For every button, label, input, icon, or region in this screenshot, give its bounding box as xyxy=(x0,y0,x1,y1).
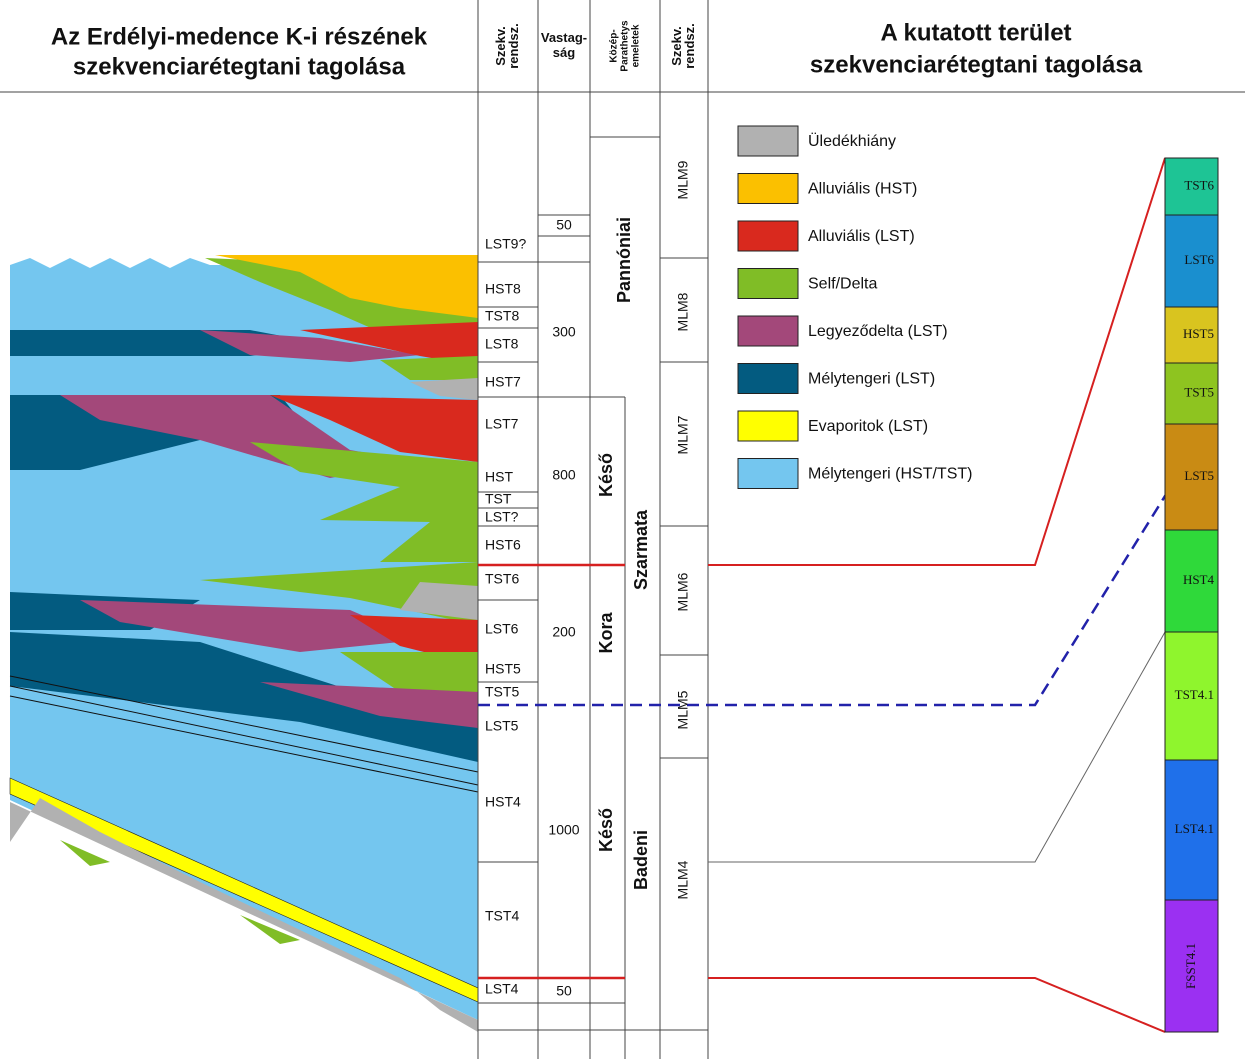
thickness-label: 800 xyxy=(552,467,576,483)
sequence-block-label: LST5 xyxy=(1184,468,1214,483)
left-title: Az Erdélyi-medence K-i részének xyxy=(51,23,428,50)
right-title: szekvenciarétegtani tagolása xyxy=(810,51,1143,78)
sequence-label: TST5 xyxy=(485,684,519,700)
sequence-block-label: TST5 xyxy=(1184,384,1214,399)
sequence-label: HST xyxy=(485,469,513,485)
sequence-label: LST4 xyxy=(485,981,519,997)
sequence-block-label: TST4.1 xyxy=(1175,687,1214,702)
mlm-label: MLM5 xyxy=(675,690,691,729)
legend-swatch xyxy=(738,459,798,489)
legend-swatch xyxy=(738,364,798,394)
right-title: A kutatott terület xyxy=(880,19,1071,46)
stage-label: Késő xyxy=(596,453,616,497)
cross-section xyxy=(10,255,478,1032)
sequence-label: LST8 xyxy=(485,336,519,352)
legend-swatch xyxy=(738,269,798,299)
sequence-label: TST8 xyxy=(485,308,519,324)
sequence-label: LST5 xyxy=(485,718,519,734)
mlm-label: MLM7 xyxy=(675,415,691,454)
diagram: TST6 LST6 HST5 TST5 LST5 HST4 TST4.1 LST4.1 FSST… xyxy=(0,0,1245,1059)
legend-swatch xyxy=(738,411,798,441)
legend-label: Alluviális (LST) xyxy=(808,228,915,245)
sequence-label: TST6 xyxy=(485,571,519,587)
sequence-label: TST xyxy=(485,491,512,507)
column-header: rendsz. xyxy=(682,23,697,69)
stage-label: Késő xyxy=(596,808,616,852)
column-header: Közép- xyxy=(609,29,620,62)
sequence-column: TST6 LST6 HST5 TST5 LST5 HST4 TST4.1 LST4.1 FSST… xyxy=(1165,158,1218,1032)
thickness-label: 50 xyxy=(556,217,572,233)
stage-label: Badeni xyxy=(631,830,651,890)
sequence-block-label: TST6 xyxy=(1184,177,1214,192)
sequence-label: HST7 xyxy=(485,374,521,390)
column-header: rendsz. xyxy=(506,23,521,69)
sequence-label: HST8 xyxy=(485,281,521,297)
thickness-label: 200 xyxy=(552,624,576,640)
legend-label: Legyeződelta (LST) xyxy=(808,323,948,340)
legend-swatch xyxy=(738,126,798,156)
sequence-label: LST9? xyxy=(485,236,526,252)
legend-label: Evaporitok (LST) xyxy=(808,418,928,435)
mlm-label: MLM8 xyxy=(675,292,691,331)
legend-label: Alluviális (HST) xyxy=(808,181,917,198)
sequence-label: TST4 xyxy=(485,908,519,924)
sequence-block-label: LST6 xyxy=(1184,252,1214,267)
sequence-block-label: HST4 xyxy=(1183,572,1215,587)
sequence-label: HST5 xyxy=(485,661,521,677)
left-title: szekvenciarétegtani tagolása xyxy=(73,53,406,80)
sequence-block-label: FSST4.1 xyxy=(1183,943,1198,989)
sequence-label: LST? xyxy=(485,509,519,525)
column-header: Vastag- xyxy=(541,30,587,45)
sequence-block-label: LST4.1 xyxy=(1175,821,1214,836)
legend-swatch xyxy=(738,221,798,251)
mlm-label: MLM6 xyxy=(675,572,691,611)
legend-label: Self/Delta xyxy=(808,276,877,293)
sequence-label: LST7 xyxy=(485,416,519,432)
legend-swatch xyxy=(738,316,798,346)
thickness-label: 300 xyxy=(552,324,576,340)
legend-label: Üledékhiány xyxy=(808,132,896,150)
legend: Üledékhiány Alluviális (HST) Alluviális (L… xyxy=(738,126,972,489)
legend-label: Mélytengeri (LST) xyxy=(808,371,935,388)
mlm-label: MLM4 xyxy=(675,860,691,899)
mlm-label: MLM9 xyxy=(675,160,691,199)
legend-label: Mélytengeri (HST/TST) xyxy=(808,466,972,483)
column-header: ság xyxy=(553,45,575,60)
column-header: emeletek xyxy=(631,24,642,67)
stage-label: Kora xyxy=(596,612,616,654)
stage-label: Szarmata xyxy=(631,509,651,590)
sequence-label: LST6 xyxy=(485,621,519,637)
legend-swatch xyxy=(738,174,798,204)
column-header: Parathetys xyxy=(620,20,631,72)
thickness-label: 50 xyxy=(556,983,572,999)
thickness-label: 1000 xyxy=(548,822,579,838)
sequence-label: HST4 xyxy=(485,794,521,810)
sequence-block-label: HST5 xyxy=(1183,326,1214,341)
stage-label: Pannóniai xyxy=(614,217,634,303)
sequence-label: HST6 xyxy=(485,537,521,553)
